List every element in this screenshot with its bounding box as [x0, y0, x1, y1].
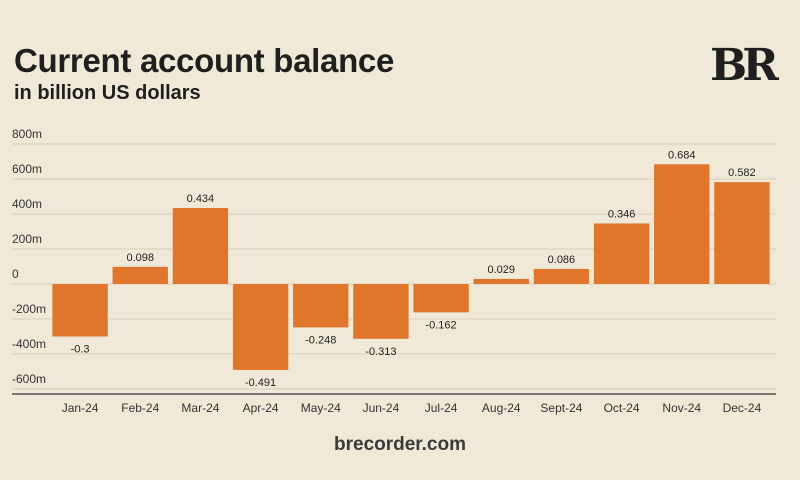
data-label: -0.491 [245, 377, 276, 389]
x-tick-label: Jan-24 [62, 401, 99, 415]
y-tick-label: -600m [12, 372, 46, 386]
data-label: 0.098 [126, 252, 154, 264]
bar [654, 164, 710, 284]
bar [533, 268, 590, 284]
data-label: -0.313 [365, 346, 396, 358]
y-tick-label: 0 [12, 267, 19, 281]
data-label: 0.086 [548, 254, 576, 266]
x-tick-label: Apr-24 [243, 401, 279, 415]
chart-subtitle: in billion US dollars [14, 82, 201, 104]
x-tick-label: Jul-24 [425, 401, 458, 415]
x-tick-label: Sept-24 [540, 401, 582, 415]
x-tick-label: May-24 [301, 401, 341, 415]
bar [293, 284, 349, 328]
x-tick-label: Mar-24 [181, 401, 219, 415]
x-tick-label: Feb-24 [121, 401, 159, 415]
x-tick-label: Aug-24 [482, 401, 521, 415]
data-label: 0.684 [668, 149, 696, 161]
bar [593, 223, 650, 284]
x-tick-label: Jun-24 [363, 401, 400, 415]
x-tick-label: Nov-24 [662, 401, 701, 415]
br-logo: BR [710, 40, 779, 91]
y-tick-label: 800m [12, 127, 42, 141]
data-label: 0.582 [728, 167, 756, 179]
x-tick-label: Oct-24 [604, 401, 640, 415]
data-label: 0.434 [187, 193, 215, 205]
bar [473, 278, 529, 284]
data-label: -0.162 [425, 319, 456, 331]
y-tick-label: 600m [12, 162, 42, 176]
y-tick-label: 400m [12, 197, 42, 211]
bar [52, 284, 108, 337]
y-tick-label: -200m [12, 302, 46, 316]
bar [413, 284, 469, 313]
data-label: 0.029 [487, 264, 515, 276]
bar [714, 182, 770, 284]
y-tick-label: 200m [12, 232, 42, 246]
chart-title: Current account balance [14, 42, 395, 79]
data-label: 0.346 [608, 208, 636, 220]
bar [172, 208, 229, 284]
source-text: brecorder.com [334, 434, 466, 455]
data-label: -0.3 [71, 344, 90, 356]
bar [232, 284, 289, 370]
data-label: -0.248 [305, 334, 336, 346]
bar [353, 284, 409, 339]
y-tick-label: -400m [12, 337, 46, 351]
bar [112, 266, 168, 284]
x-tick-label: Dec-24 [723, 401, 762, 415]
